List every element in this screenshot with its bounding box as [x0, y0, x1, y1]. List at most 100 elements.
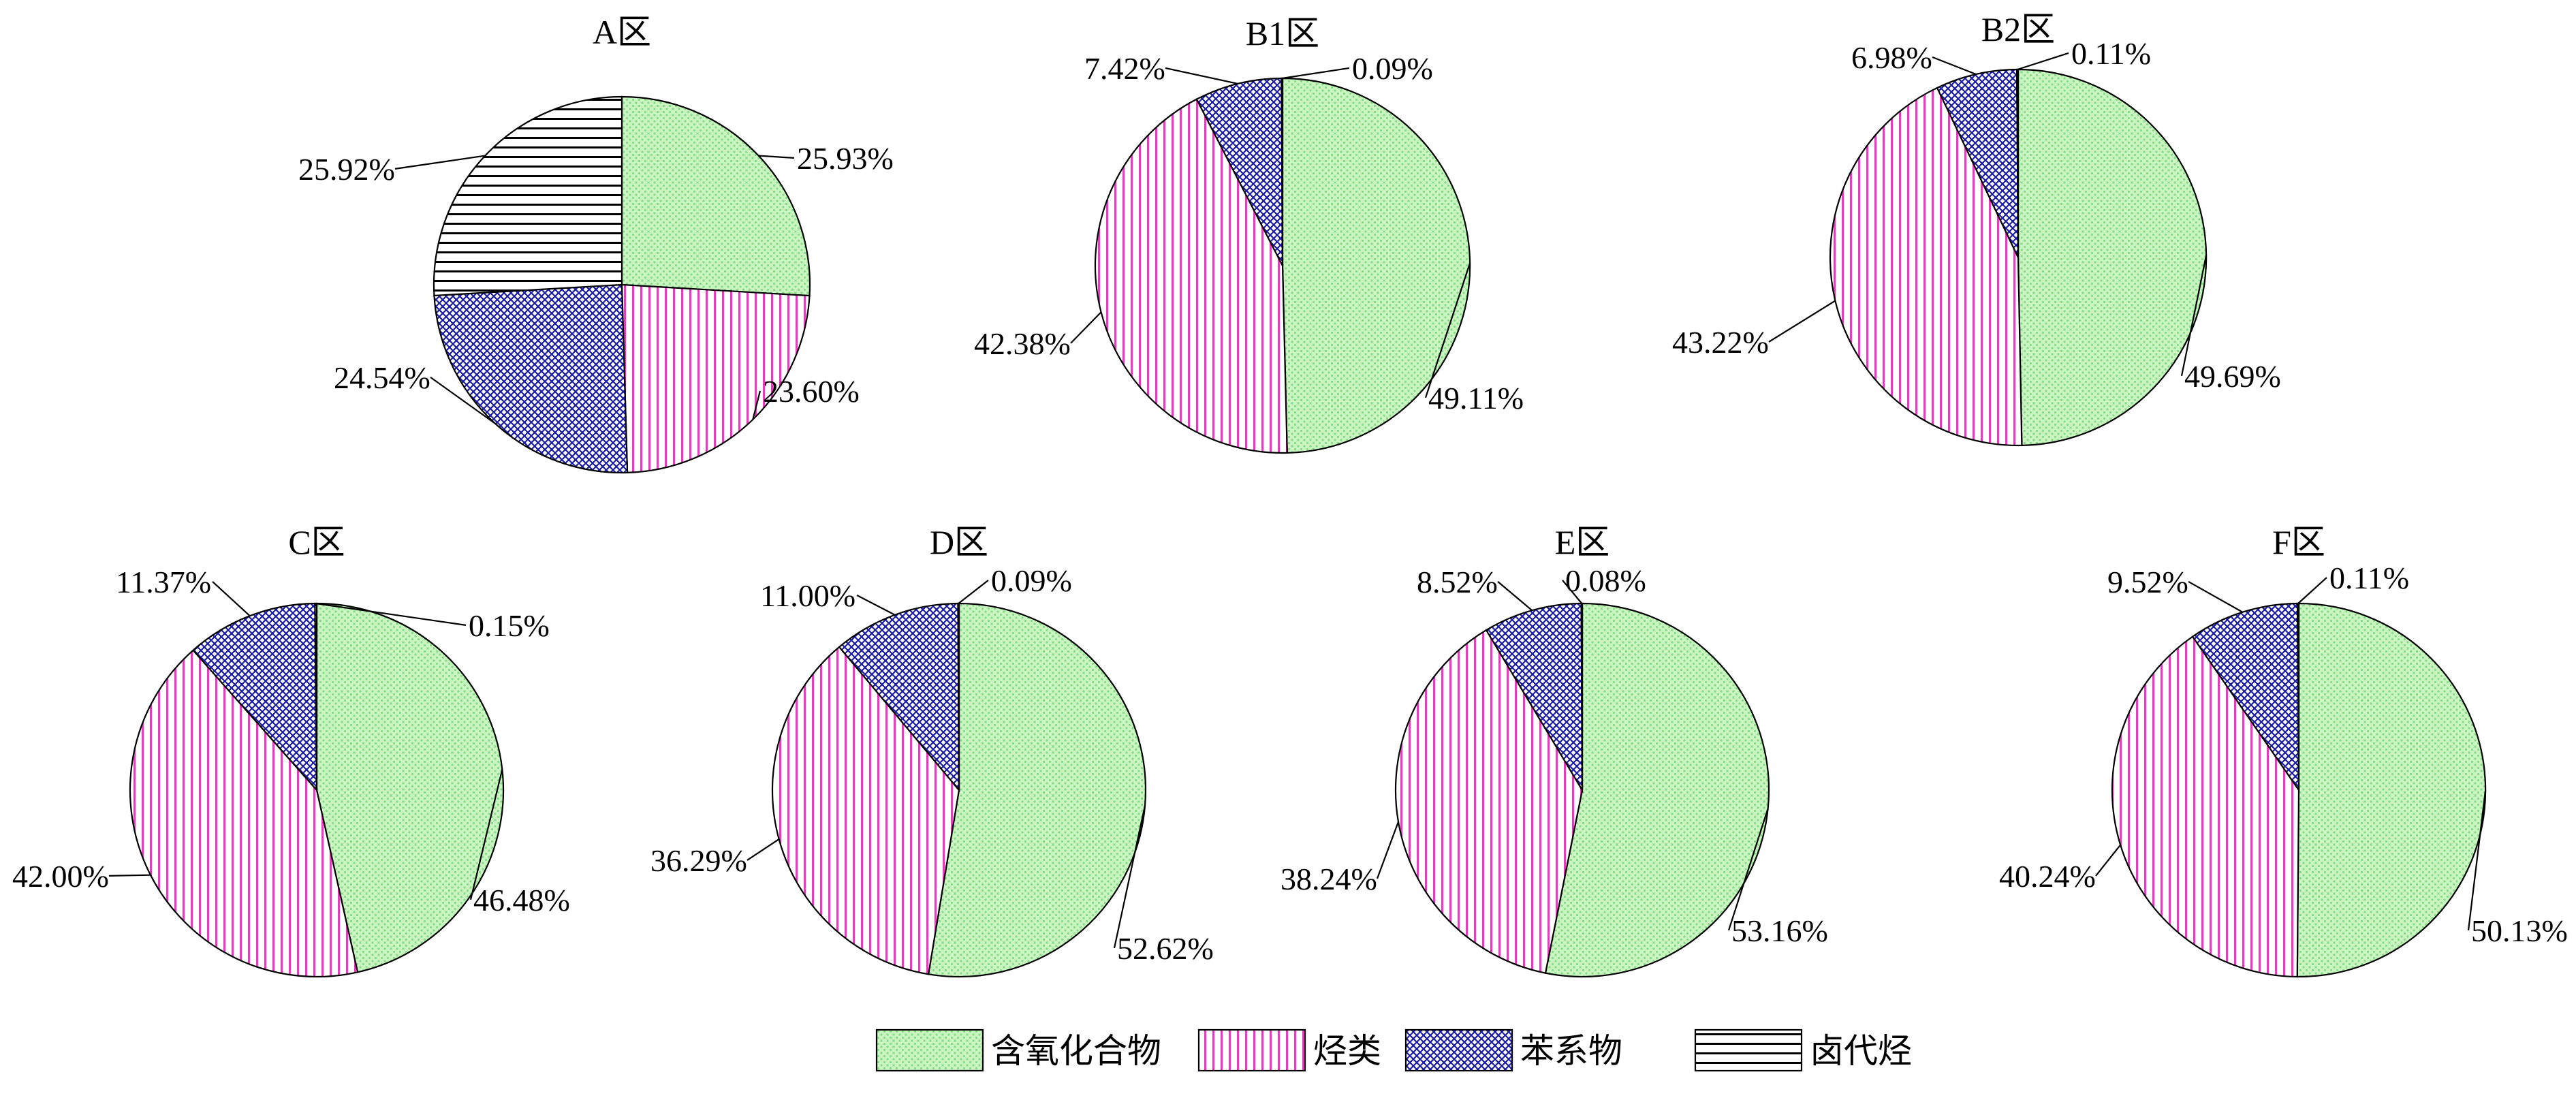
leader-line: [958, 580, 989, 604]
data-label: 52.62%: [1117, 931, 1214, 966]
data-label: 46.48%: [473, 883, 570, 917]
pie-slice-0: [927, 602, 1147, 978]
legend-swatch: [1404, 1028, 1513, 1072]
leader-line: [212, 581, 251, 617]
chart-title: A区: [593, 13, 651, 51]
data-label: 25.92%: [298, 152, 395, 187]
leader-line: [1727, 808, 1769, 931]
data-label: 49.11%: [1428, 381, 1524, 415]
data-label: 23.60%: [763, 374, 860, 409]
legend-swatch: [875, 1028, 984, 1072]
leader-line: [1113, 805, 1146, 949]
data-label: 0.08%: [1565, 563, 1646, 598]
data-label: 53.16%: [1731, 913, 1828, 948]
data-label: 25.93%: [797, 141, 894, 176]
legend-label: 烃类: [1313, 1031, 1381, 1071]
leader-line: [1282, 67, 1350, 80]
pie-slice-3: [957, 602, 960, 791]
legend-label: 苯系物: [1520, 1031, 1622, 1071]
data-label: 11.37%: [116, 565, 211, 599]
leader-line: [1768, 300, 1836, 343]
legend-label: 卤代烃: [1810, 1031, 1912, 1071]
data-label: 7.42%: [1084, 51, 1165, 86]
pie-chart-b1e58cba: B1区 49.11% 42.38% 7.42% 0.09%: [974, 14, 1524, 454]
leader-line: [430, 377, 496, 424]
leader-line: [394, 155, 486, 170]
leader-line: [2095, 844, 2121, 877]
data-label: 38.24%: [1281, 862, 1377, 896]
data-label: 50.13%: [2471, 913, 2568, 948]
pie-slice-3: [433, 95, 623, 297]
leader-line: [2467, 790, 2487, 931]
pie-slice-0: [2296, 602, 2487, 978]
data-label: 36.29%: [650, 843, 747, 878]
legend-item: 烃类: [1197, 1028, 1381, 1072]
data-label: 9.52%: [2107, 565, 2188, 599]
leader-line: [1562, 580, 1583, 604]
pie-slice-0: [2017, 68, 2208, 447]
chart-title: B2区: [1981, 10, 2055, 48]
data-label: 0.11%: [2071, 36, 2151, 71]
pie-slice-0: [621, 95, 811, 297]
legend: 含氧化合物 烃类 苯系物 卤代烃: [875, 1028, 1912, 1072]
leader-line: [1376, 821, 1400, 879]
leader-line: [856, 594, 896, 616]
data-label: 0.11%: [2329, 561, 2409, 595]
leader-line: [1165, 67, 1238, 85]
data-label: 0.09%: [991, 563, 1072, 598]
data-label: 6.98%: [1851, 40, 1932, 75]
legend-item: 苯系物: [1404, 1028, 1622, 1072]
chart-title: D区: [930, 523, 988, 561]
leader-line: [315, 602, 467, 626]
pie-chart-ae58cba: A区 25.93% 23.60% 24.54% 25.92%: [298, 13, 894, 474]
data-label: 40.24%: [1999, 859, 2096, 894]
leader-line: [758, 155, 795, 159]
leader-line: [1070, 311, 1102, 344]
pie-slice-2: [1936, 68, 2020, 258]
legend-label: 含氧化合物: [991, 1031, 1161, 1071]
data-label: 11.00%: [760, 578, 855, 613]
leader-line: [747, 838, 780, 861]
legend-item: 含氧化合物: [875, 1028, 1161, 1072]
legend-swatch: [1694, 1028, 1803, 1072]
pie-slice-2: [2191, 602, 2300, 793]
leader-line: [2180, 255, 2208, 377]
chart-title: F区: [2272, 523, 2325, 561]
pie-slice-0: [1281, 77, 1471, 454]
pie-chart-ee58cba: E区 53.16% 38.24% 8.52% 0.08%: [1281, 523, 1828, 978]
leader-line: [752, 390, 761, 420]
pie-chart-fe58cba: F区 50.13% 40.24% 9.52% 0.11%: [1999, 523, 2568, 978]
chart-title: B1区: [1246, 14, 1319, 52]
pie-slice-3: [1281, 77, 1284, 266]
data-label: 42.00%: [12, 859, 109, 894]
data-label: 49.69%: [2184, 359, 2281, 394]
pie-slice-1: [2111, 635, 2300, 978]
leader-line: [1424, 263, 1471, 398]
data-label: 42.38%: [974, 326, 1071, 361]
pie-slice-2: [1485, 602, 1584, 793]
pie-slice-2: [433, 283, 629, 474]
pie-chart-ce58cba: C区 46.48% 42.00% 11.37% 0.15%: [12, 523, 570, 978]
leader-line: [2188, 580, 2244, 613]
legend-item: 卤代烃: [1694, 1028, 1912, 1072]
leader-line: [2017, 52, 2069, 71]
pie-slice-1: [129, 649, 359, 978]
data-label: 43.22%: [1672, 325, 1769, 360]
chart-title: C区: [288, 523, 345, 561]
pie-slice-2: [191, 602, 318, 792]
data-label: 0.09%: [1352, 51, 1433, 86]
leader-line: [2297, 577, 2327, 604]
pie-chart-de58cba: D区 52.62% 36.29% 11.00% 0.09%: [650, 523, 1214, 978]
chart-title: E区: [1555, 523, 1610, 561]
data-label: 24.54%: [334, 360, 430, 395]
leader-line: [469, 769, 503, 900]
leader-line: [1497, 581, 1533, 611]
data-label: 0.15%: [469, 608, 550, 643]
charts-layer: A区 25.93% 23.60% 24.54% 25.92% B1区 49.11% 42.38…: [12, 10, 2568, 978]
pie-slice-1: [1829, 87, 2023, 447]
legend-swatch: [1197, 1028, 1306, 1072]
pie-chart-b2e58cba: B2区 49.69% 43.22% 6.98% 0.11%: [1672, 10, 2281, 447]
leader-line: [108, 874, 151, 877]
